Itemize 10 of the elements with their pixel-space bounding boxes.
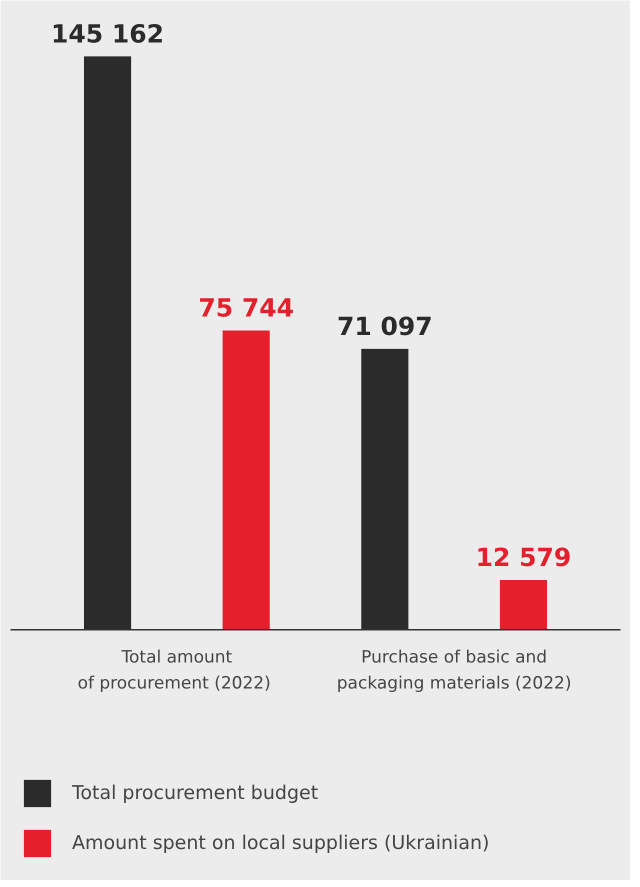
data-label: 75 744 [198,294,294,323]
x-tick-label: Total amount of procurement (2022) [78,648,271,694]
data-label: 12 579 [476,543,572,572]
data-label: 71 097 [336,312,433,341]
legend-label: Total procurement budget [72,782,318,804]
legend-label: Amount spent on local suppliers (Ukrainian) [72,832,490,854]
x-tick-label: Purchase of basic and packaging materials (2022) [336,648,572,694]
data-label: 145 162 [51,19,164,48]
bar [500,580,548,630]
bar [222,330,270,630]
